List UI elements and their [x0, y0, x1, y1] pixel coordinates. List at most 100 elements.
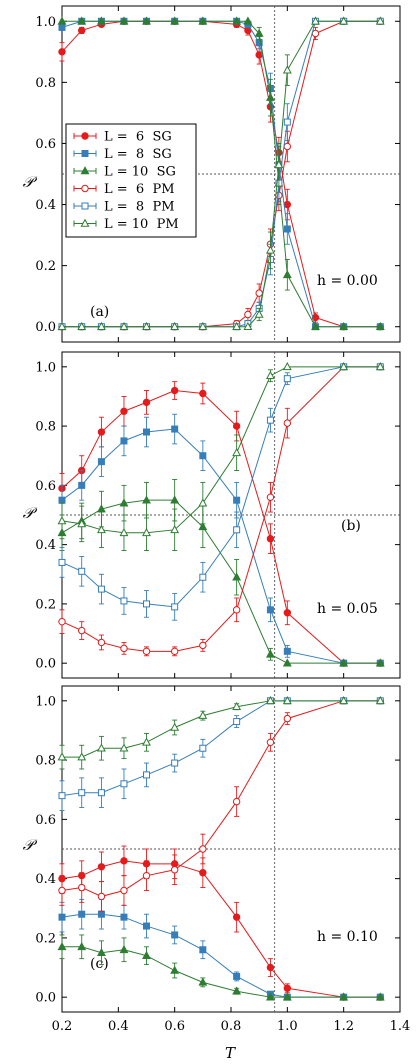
series-L10SG: [57, 478, 385, 667]
data-point: [283, 609, 292, 617]
y-tick-label: 0.4: [35, 872, 56, 887]
data-point: [77, 16, 87, 25]
data-point: [339, 992, 349, 1001]
data-point: [143, 922, 150, 930]
data-point: [170, 495, 180, 504]
data-point: [78, 26, 86, 35]
data-point: [266, 738, 275, 747]
legend-label: L = 6 SG: [104, 130, 172, 145]
data-point: [375, 321, 385, 331]
data-point: [142, 398, 151, 407]
data-point: [78, 626, 86, 635]
data-point: [170, 866, 179, 874]
data-point: [97, 789, 105, 797]
ylabel-c: 𝒫: [23, 836, 38, 854]
data-point: [120, 886, 128, 895]
series-line: [61, 428, 381, 664]
panel-label-b: (b): [341, 518, 361, 534]
data-point: [199, 389, 207, 398]
x-tick-label: 0.6: [164, 1019, 185, 1034]
series-L10PM: [57, 695, 385, 770]
series-line: [61, 366, 381, 652]
series-line: [61, 366, 381, 534]
data-point: [232, 797, 241, 806]
data-point: [198, 710, 208, 719]
data-point: [243, 321, 253, 331]
data-point: [265, 649, 275, 658]
data-point: [199, 845, 207, 853]
data-point: [170, 647, 179, 656]
data-point: [57, 941, 67, 951]
data-point: [58, 792, 66, 800]
x-tick-label: 0.2: [52, 1019, 73, 1034]
data-point: [255, 289, 263, 297]
data-point: [282, 992, 292, 1001]
data-point: [170, 524, 180, 534]
data-point: [142, 871, 151, 880]
data-point: [375, 992, 385, 1001]
legend-label: L = 8 PM: [104, 200, 175, 215]
data-point: [119, 743, 129, 752]
data-point: [311, 16, 320, 25]
series-line: [62, 946, 381, 998]
data-point: [77, 519, 87, 528]
legend-marker: [81, 150, 89, 157]
y-tick-label: 1.0: [35, 360, 56, 375]
data-point: [58, 23, 66, 31]
data-point: [171, 931, 179, 939]
data-point: [170, 722, 180, 731]
series-line: [61, 913, 381, 998]
series-L8SG: [58, 898, 384, 1001]
data-point: [96, 947, 106, 957]
data-point: [232, 572, 242, 581]
data-point: [171, 425, 179, 433]
panel-a: (a) h = 0.00 𝒫 0.0 0.2 0.4 0.6 0.8 1.0: [23, 5, 401, 343]
data-point: [265, 245, 275, 254]
field-label-c: h = 0.10: [317, 929, 378, 945]
data-point: [265, 992, 275, 1001]
data-point: [120, 780, 128, 788]
x-tick-label: 0.8: [221, 1019, 242, 1034]
data-point: [199, 573, 207, 581]
data-point: [254, 309, 264, 318]
data-point: [266, 416, 274, 424]
y-tick-label: 0.2: [35, 259, 56, 274]
ylabel-a: 𝒫: [23, 173, 38, 191]
data-point: [57, 16, 67, 25]
x-tick-label: 1.0: [277, 1019, 298, 1034]
data-point: [283, 118, 291, 126]
data-point: [142, 527, 151, 537]
data-point: [58, 48, 66, 56]
data-point: [77, 941, 87, 951]
data-point: [283, 200, 292, 209]
data-point: [58, 913, 66, 921]
legend-marker: [81, 184, 89, 193]
data-point: [339, 658, 349, 667]
data-point: [170, 16, 180, 25]
data-point: [142, 321, 151, 331]
data-point: [142, 16, 151, 25]
series-L10PM: [57, 361, 385, 552]
data-point: [119, 321, 129, 331]
data-point: [97, 638, 106, 647]
data-point: [78, 789, 86, 797]
y-tick-label: 0.6: [35, 137, 56, 152]
series-line: [61, 20, 381, 328]
data-point: [243, 16, 253, 25]
data-point: [283, 419, 292, 427]
data-point: [142, 950, 151, 959]
data-point: [244, 310, 252, 319]
legend-entry: L = 6 PM: [73, 182, 175, 197]
data-point: [97, 892, 106, 901]
data-point: [232, 913, 241, 921]
x-axis-label: T: [225, 1044, 236, 1062]
data-point: [283, 142, 292, 151]
data-point: [198, 321, 208, 331]
data-point: [119, 944, 129, 954]
series-L6PM: [58, 697, 384, 912]
y-tick-label: 0.0: [35, 657, 56, 672]
panel-b: (b) h = 0.05 𝒫 0.0 0.2 0.4 0.6 0.8 1.0: [23, 351, 401, 679]
series-L8PM: [58, 363, 384, 621]
data-point: [339, 695, 349, 705]
legend-entry: L = 8 PM: [73, 200, 175, 215]
